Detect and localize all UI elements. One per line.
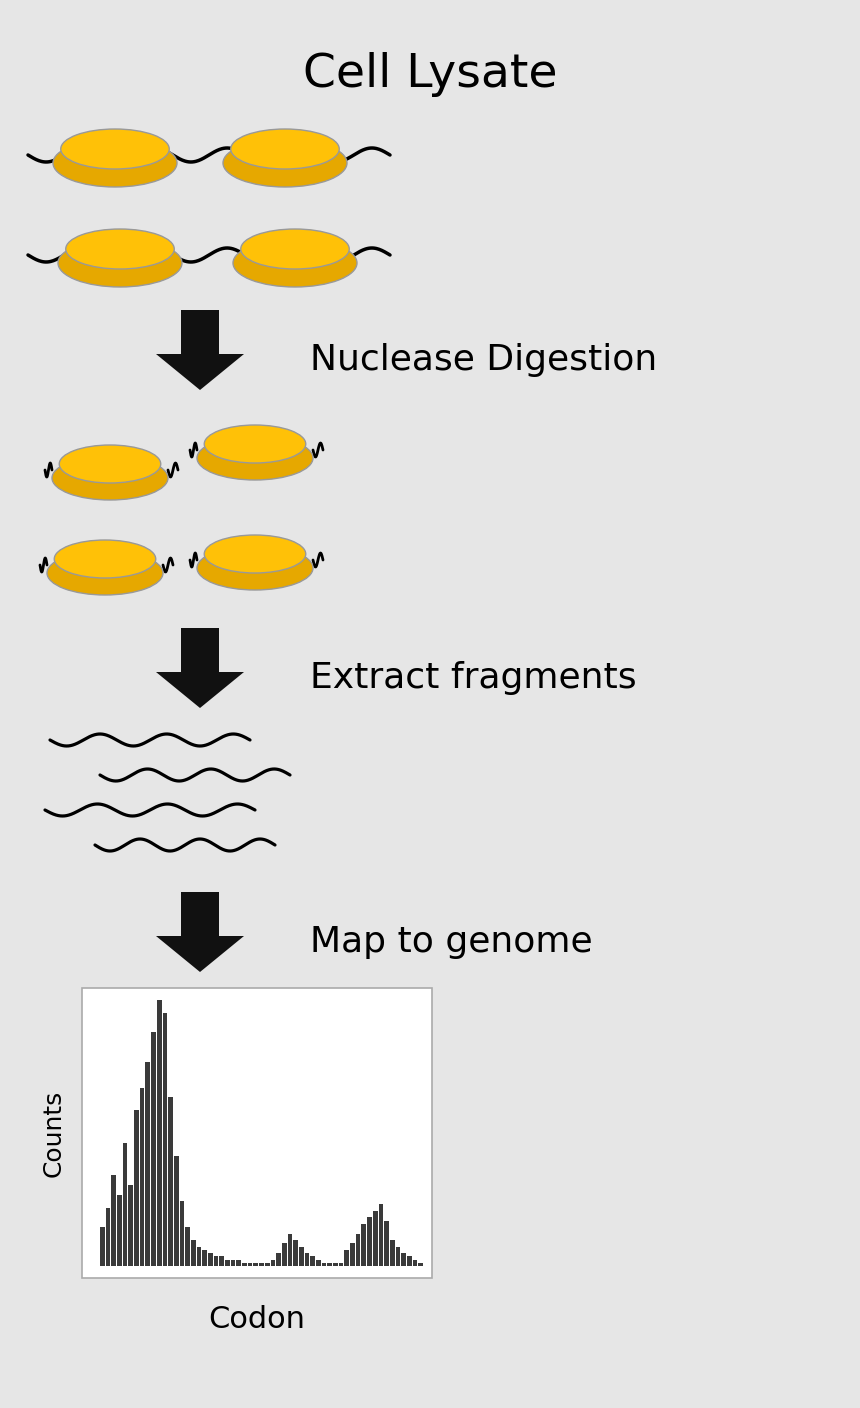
Bar xyxy=(265,1263,269,1266)
Ellipse shape xyxy=(205,535,306,573)
Bar xyxy=(106,1208,110,1266)
Bar xyxy=(396,1246,400,1266)
Bar xyxy=(219,1256,224,1266)
Bar xyxy=(123,1143,127,1266)
Bar xyxy=(373,1211,378,1266)
Bar xyxy=(145,1062,150,1266)
Bar xyxy=(304,1253,310,1266)
Bar xyxy=(174,1156,179,1266)
Bar xyxy=(163,1012,167,1266)
Bar xyxy=(384,1221,389,1266)
Bar xyxy=(117,1194,122,1266)
Bar xyxy=(310,1256,315,1266)
Text: Nuclease Digestion: Nuclease Digestion xyxy=(310,344,657,377)
Bar xyxy=(402,1253,406,1266)
Bar xyxy=(333,1263,338,1266)
Bar xyxy=(287,1233,292,1266)
Polygon shape xyxy=(156,893,244,972)
Bar xyxy=(418,1263,423,1266)
Bar xyxy=(213,1256,218,1266)
Bar xyxy=(151,1032,156,1266)
Bar xyxy=(322,1263,326,1266)
Bar xyxy=(378,1204,384,1266)
Ellipse shape xyxy=(47,551,163,596)
Bar xyxy=(276,1253,281,1266)
Bar xyxy=(128,1186,133,1266)
Bar xyxy=(259,1263,264,1266)
Bar xyxy=(237,1260,241,1266)
Bar xyxy=(293,1240,298,1266)
Text: Extract fragments: Extract fragments xyxy=(310,660,636,696)
Bar xyxy=(350,1243,355,1266)
Ellipse shape xyxy=(205,425,306,463)
Bar xyxy=(185,1228,190,1266)
Bar xyxy=(248,1263,253,1266)
Bar xyxy=(361,1224,366,1266)
Bar xyxy=(208,1253,212,1266)
Bar xyxy=(271,1260,275,1266)
Bar xyxy=(230,1260,236,1266)
Bar xyxy=(197,1246,201,1266)
Bar xyxy=(339,1263,343,1266)
Bar xyxy=(316,1260,321,1266)
Text: Codon: Codon xyxy=(208,1305,305,1335)
Bar xyxy=(157,1000,162,1266)
Polygon shape xyxy=(156,628,244,708)
Bar xyxy=(367,1218,372,1266)
Text: Map to genome: Map to genome xyxy=(310,925,593,959)
Bar xyxy=(282,1243,286,1266)
Ellipse shape xyxy=(54,541,156,579)
Bar xyxy=(254,1263,258,1266)
Bar xyxy=(169,1097,173,1266)
Ellipse shape xyxy=(233,239,357,287)
Ellipse shape xyxy=(197,436,313,480)
Bar xyxy=(140,1087,144,1266)
Bar xyxy=(82,988,432,1278)
Bar xyxy=(299,1246,304,1266)
Bar xyxy=(356,1233,360,1266)
Polygon shape xyxy=(156,310,244,390)
Bar xyxy=(134,1111,138,1266)
Ellipse shape xyxy=(52,456,168,500)
Bar xyxy=(328,1263,332,1266)
Bar xyxy=(202,1250,207,1266)
Bar xyxy=(111,1176,116,1266)
Ellipse shape xyxy=(65,230,175,269)
Ellipse shape xyxy=(58,239,182,287)
Text: Cell Lysate: Cell Lysate xyxy=(303,52,557,97)
Ellipse shape xyxy=(241,230,349,269)
Text: Counts: Counts xyxy=(42,1090,66,1177)
Bar xyxy=(413,1260,417,1266)
Ellipse shape xyxy=(230,130,339,169)
Ellipse shape xyxy=(197,546,313,590)
Ellipse shape xyxy=(59,445,161,483)
Bar xyxy=(243,1263,247,1266)
Bar xyxy=(180,1201,184,1266)
Bar xyxy=(225,1260,230,1266)
Bar xyxy=(191,1240,195,1266)
Ellipse shape xyxy=(61,130,169,169)
Ellipse shape xyxy=(53,139,177,187)
Bar xyxy=(100,1228,105,1266)
Bar xyxy=(390,1240,395,1266)
Bar xyxy=(344,1250,349,1266)
Ellipse shape xyxy=(223,139,347,187)
Bar xyxy=(407,1256,412,1266)
